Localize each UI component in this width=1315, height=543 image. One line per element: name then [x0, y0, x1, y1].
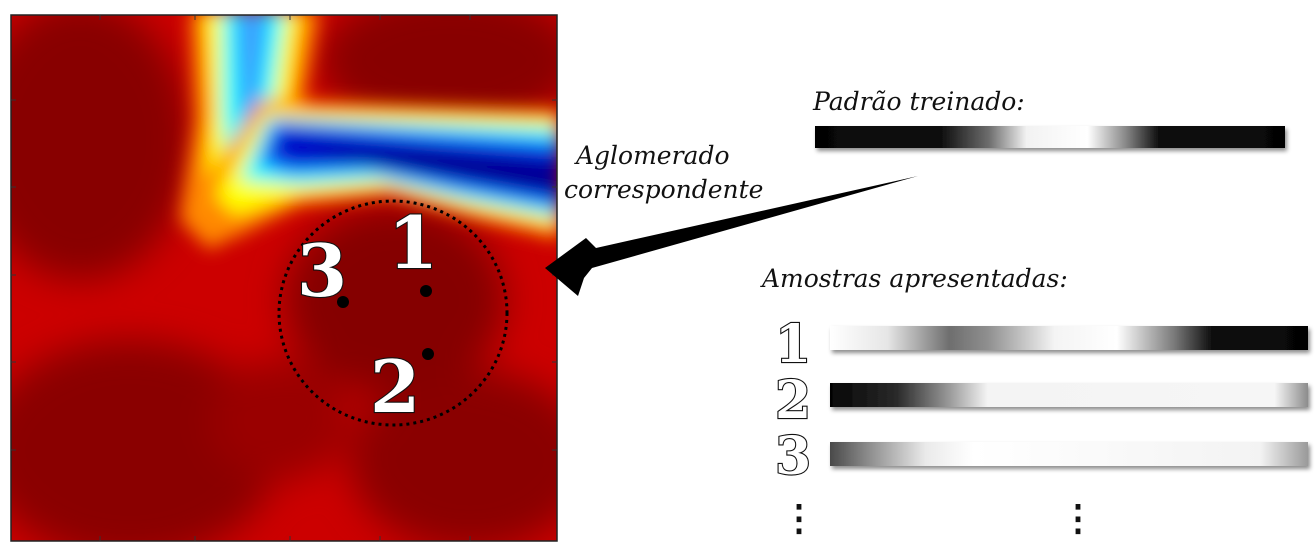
heatmap-ticks — [11, 15, 557, 541]
sample-number-1: 1 — [775, 314, 811, 375]
ellipsis-numbers: ⋮ — [781, 497, 817, 539]
trained-pattern-label: Padrão treinado: — [812, 87, 1025, 116]
sample-bar-2 — [830, 383, 1308, 407]
trained-pattern-bar — [815, 126, 1285, 148]
map-number-2: 2 — [370, 344, 420, 429]
sample-point-1 — [420, 285, 432, 297]
map-number-3: 3 — [297, 228, 347, 313]
cluster-label-line1: Aglomerado — [574, 141, 730, 170]
map-number-1: 1 — [388, 200, 438, 285]
cluster-label-line2: correspondente — [564, 175, 763, 204]
sample-bar-3 — [830, 442, 1308, 466]
sample-number-3: 3 — [775, 426, 811, 487]
heatmap — [11, 15, 557, 541]
sample-number-2: 2 — [775, 370, 811, 431]
sample-bar-1 — [830, 326, 1308, 350]
sample-point-3 — [337, 296, 349, 308]
cluster-circle — [277, 199, 509, 427]
ellipsis-bars: ⋮ — [1060, 497, 1096, 539]
samples-label: Amostras apresentadas: — [760, 264, 1068, 293]
sample-point-2 — [422, 348, 434, 360]
